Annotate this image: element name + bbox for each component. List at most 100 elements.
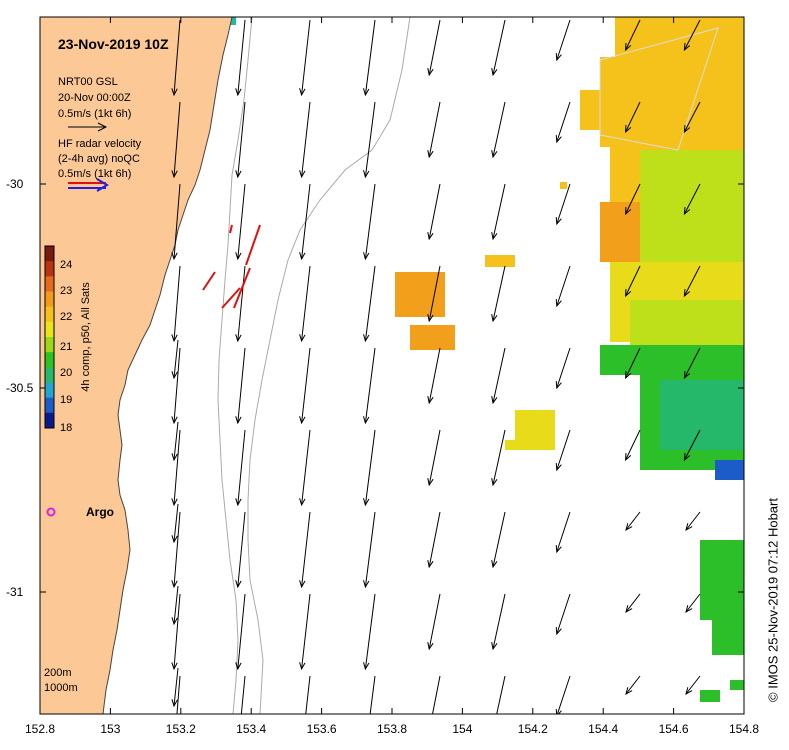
- current-arrow: [363, 429, 376, 507]
- sst-cell: [395, 272, 445, 317]
- current-arrow: [555, 675, 571, 714]
- model-legend-line-2: 20-Nov 00:00Z: [58, 92, 131, 104]
- isobath-deep-line: [599, 27, 719, 151]
- current-arrow: [299, 347, 311, 425]
- sst-cell: [712, 620, 744, 655]
- current-arrow: [427, 19, 441, 77]
- current-arrow: [235, 19, 246, 97]
- hf-radar-vectors: [202, 224, 261, 309]
- x-tick-label: 154.8: [728, 722, 760, 736]
- current-arrow: [171, 421, 179, 462]
- current-arrow: [171, 585, 179, 626]
- current-arrow: [363, 593, 376, 671]
- model-current-arrows: [171, 19, 701, 714]
- argo-float-marker: [46, 507, 56, 517]
- current-arrow: [427, 511, 441, 569]
- current-arrow: [235, 183, 246, 261]
- model-legend-line-3: 0.5m/s (1kt 6h): [58, 108, 132, 120]
- sst-cell: [715, 460, 744, 480]
- current-arrow: [625, 593, 641, 614]
- colorbar-segment: [45, 276, 54, 292]
- current-arrow: [299, 593, 311, 671]
- land-mass: [40, 17, 233, 714]
- current-arrow: [491, 265, 506, 323]
- x-tick-label: 153.6: [306, 722, 337, 736]
- current-arrow: [555, 101, 571, 144]
- current-arrow: [625, 511, 641, 532]
- colorbar-segment: [45, 367, 54, 383]
- current-arrow: [683, 429, 701, 462]
- current-arrow: [625, 675, 641, 696]
- radar-legend-line-3: 0.5m/s (1kt 6h): [58, 168, 132, 180]
- current-arrow: [683, 347, 701, 380]
- current-arrow: [555, 19, 571, 62]
- current-arrow: [491, 511, 506, 569]
- colorbar-segment: [45, 337, 54, 353]
- current-arrow: [685, 511, 701, 532]
- current-arrow: [491, 19, 506, 77]
- current-arrow: [491, 183, 506, 241]
- current-arrow: [171, 183, 181, 261]
- current-arrow: [625, 347, 641, 380]
- depth-legend-1000m: 1000m: [44, 682, 78, 694]
- x-tick-label: 153: [100, 722, 121, 736]
- current-arrow: [171, 503, 179, 544]
- current-arrow: [555, 347, 571, 390]
- sst-cell: [640, 150, 744, 270]
- model-legend-line-1: NRT00 GSL: [58, 76, 118, 88]
- x-tick-label: 154.2: [517, 722, 548, 736]
- current-arrow: [555, 511, 571, 554]
- current-arrow: [171, 265, 181, 343]
- sst-pixel-layer: [230, 17, 744, 702]
- current-arrow: [491, 429, 506, 487]
- model-legend-arrow: [68, 122, 108, 132]
- current-arrow: [683, 101, 701, 134]
- colorbar-segment: [45, 321, 54, 338]
- current-arrow: [171, 511, 181, 589]
- radar-legend-line-1: HF radar velocity: [58, 138, 142, 150]
- current-arrow: [171, 339, 179, 380]
- current-arrow: [432, 675, 441, 714]
- y-tick-label: -30: [6, 177, 24, 191]
- sst-cell: [700, 540, 744, 620]
- credit-text: © IMOS 25-Nov-2019 07:12 Hobart: [765, 498, 781, 702]
- current-arrow: [491, 347, 506, 405]
- current-arrow: [235, 511, 246, 589]
- colorbar-segment: [45, 246, 54, 262]
- current-arrow: [427, 101, 441, 159]
- current-arrow: [171, 667, 179, 708]
- colorbar-segment: [45, 261, 54, 277]
- current-arrow: [363, 183, 376, 261]
- current-arrow: [491, 593, 506, 651]
- sst-cell: [505, 440, 520, 450]
- current-arrow: [427, 347, 441, 405]
- radar-vector: [202, 271, 216, 291]
- current-arrow: [625, 19, 641, 52]
- sst-cell: [580, 90, 610, 130]
- current-arrow: [683, 265, 701, 298]
- current-arrow: [235, 593, 246, 671]
- current-arrow: [235, 101, 246, 179]
- radar-vector: [221, 287, 241, 309]
- current-arrow: [299, 101, 311, 179]
- sst-cell: [515, 410, 555, 450]
- current-arrow: [427, 265, 441, 323]
- y-tick-label: -30.5: [6, 381, 34, 395]
- current-arrow: [491, 101, 506, 159]
- current-arrow: [625, 183, 641, 216]
- current-arrow: [683, 19, 701, 52]
- sst-cell: [560, 182, 567, 189]
- colorbar-frame: [44, 245, 55, 429]
- x-tick-label: 152.8: [24, 722, 56, 736]
- current-arrow: [363, 347, 376, 425]
- colorbar-tick: 19: [60, 394, 73, 406]
- current-arrow: [555, 593, 571, 636]
- colorbar-tick: 21: [60, 341, 73, 353]
- current-arrow: [171, 19, 181, 97]
- colorbar-segment: [45, 352, 54, 368]
- current-arrow: [171, 347, 181, 425]
- colorbar-tick: 18: [60, 422, 73, 434]
- radar-legend-line-2: (2-4h avg) noQC: [58, 153, 140, 165]
- sst-cell: [485, 255, 515, 267]
